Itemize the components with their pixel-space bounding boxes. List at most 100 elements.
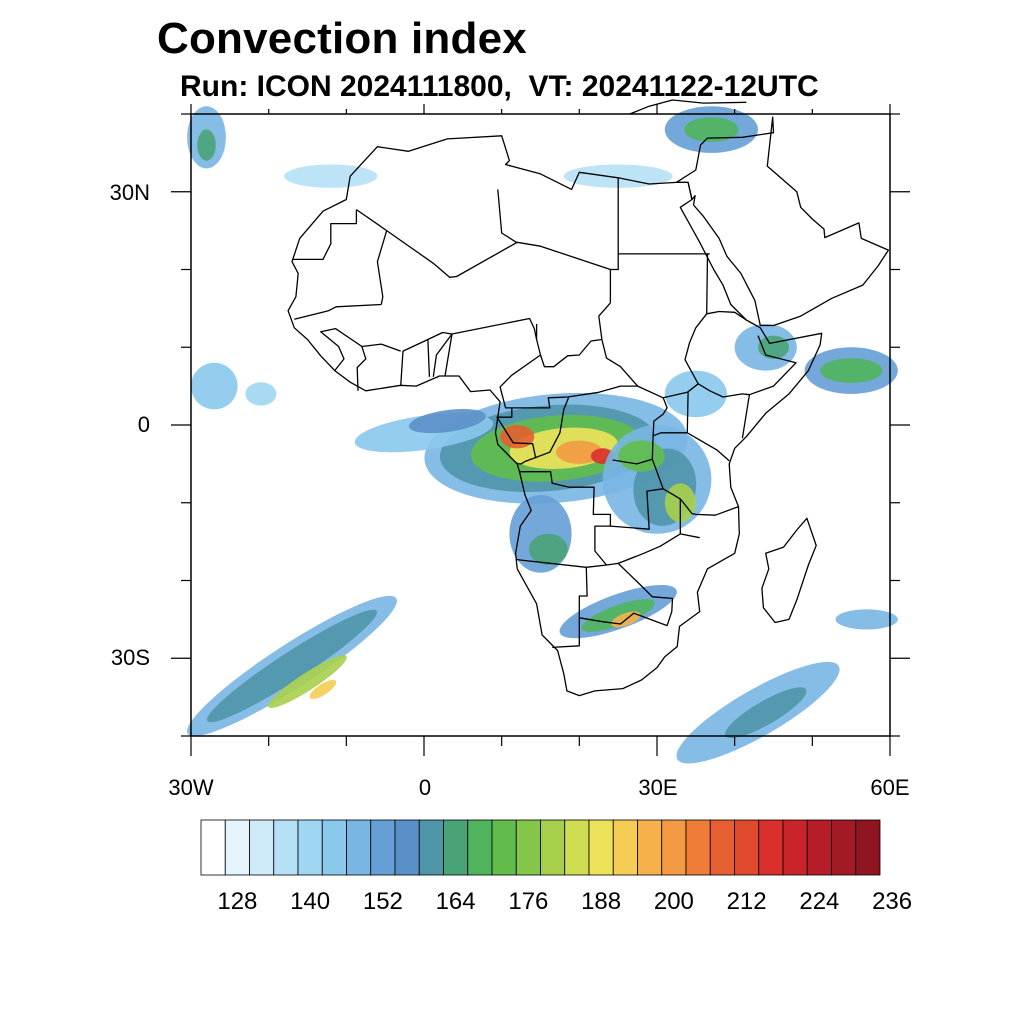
- border-line-7: [598, 253, 709, 399]
- convection-cell-5: [500, 425, 535, 449]
- colorbar-swatch-24: [782, 819, 808, 876]
- border-line-13: [496, 407, 537, 459]
- colorbar-swatch-19: [661, 819, 687, 876]
- border-line-26: [749, 335, 797, 396]
- border-line-20: [686, 432, 730, 462]
- border-line-0: [292, 209, 358, 261]
- map-frame: [171, 104, 910, 756]
- border-line-4: [497, 189, 517, 243]
- colorbar-label-224: 224: [799, 888, 840, 915]
- border-line-8: [451, 317, 602, 368]
- border-line-5: [610, 178, 619, 271]
- convection-cell-20: [268, 655, 347, 708]
- africa-coastline: [287, 135, 823, 697]
- convection-cell-24: [835, 609, 898, 630]
- colorbar-swatch-4: [297, 819, 323, 876]
- colorbar-label-200: 200: [653, 888, 694, 915]
- border-line-30: [427, 339, 431, 377]
- colorbar-swatch-18: [637, 819, 663, 876]
- convection-cell-14: [528, 533, 568, 566]
- convection-cell-34: [245, 382, 277, 406]
- border-line-29: [320, 327, 363, 372]
- border-line-3: [376, 230, 388, 305]
- lon-label-0: 0: [418, 775, 432, 800]
- colorbar-swatch-8: [394, 819, 420, 876]
- colorbar-swatch-26: [831, 819, 857, 876]
- border-line-17: [552, 562, 674, 649]
- lat-label-30s: 30S: [110, 645, 150, 670]
- colorbar-label-188: 188: [581, 888, 622, 915]
- chart-title: Convection index: [157, 14, 527, 63]
- colorbar-swatch-0: [200, 819, 226, 876]
- colorbar-swatch-12: [491, 819, 517, 876]
- convection-cell-23: [724, 687, 807, 739]
- border-line-28: [356, 343, 401, 391]
- colorbar-swatch-14: [540, 819, 566, 876]
- convection-cell-35: [664, 370, 727, 418]
- border-line-10: [499, 354, 541, 409]
- border-line-31: [432, 333, 453, 377]
- colorbar: [200, 819, 881, 876]
- colorbar-swatch-9: [418, 819, 444, 876]
- arabia-coastline: [675, 116, 890, 327]
- colorbar-swatch-21: [709, 819, 735, 876]
- convection-cell-37: [284, 164, 378, 188]
- convection-cell-33: [191, 362, 238, 410]
- colorbar-swatch-25: [806, 819, 832, 876]
- convection-cell-26: [820, 358, 883, 383]
- colorbar-label-176: 176: [508, 888, 549, 915]
- black-sea-coast: [629, 99, 747, 115]
- colorbar-swatch-22: [734, 819, 760, 876]
- colorbar-swatch-23: [758, 819, 784, 876]
- madagascar-coastline: [761, 517, 817, 624]
- border-line-18: [612, 397, 668, 465]
- colorbar-swatch-7: [370, 819, 396, 876]
- convection-cell-36: [563, 164, 673, 188]
- colorbar-label-128: 128: [217, 888, 258, 915]
- convection-cell-8: [408, 409, 486, 434]
- border-line-19: [652, 392, 689, 437]
- convection-cell-4: [556, 440, 603, 464]
- border-line-27: [400, 331, 453, 387]
- colorbar-swatch-27: [855, 819, 881, 876]
- colorbar-swatch-1: [224, 819, 250, 876]
- convection-cell-12: [618, 440, 665, 472]
- convection-fields: [187, 106, 898, 764]
- colorbar-label-164: 164: [435, 888, 476, 915]
- colorbar-swatch-6: [346, 819, 372, 876]
- convection-cell-30: [684, 117, 739, 142]
- border-line-25: [706, 310, 747, 321]
- lat-label-30n: 30N: [109, 180, 150, 205]
- colorbar-swatch-17: [612, 819, 638, 876]
- colorbar-label-152: 152: [362, 888, 403, 915]
- colorbar-swatch-16: [588, 819, 614, 876]
- lon-label-60e: 60E: [870, 775, 910, 800]
- convection-cell-19: [206, 609, 378, 723]
- border-line-2: [294, 303, 382, 320]
- colorbar-swatch-10: [443, 819, 469, 876]
- border-line-12: [517, 397, 570, 465]
- colorbar-label-212: 212: [726, 888, 767, 915]
- lon-label-30e: 30E: [638, 775, 678, 800]
- border-line-24: [697, 383, 751, 439]
- colorbar-swatch-15: [564, 819, 590, 876]
- border-line-22: [610, 488, 664, 530]
- colorbar-label-236: 236: [872, 888, 913, 915]
- coastline-border-layer: [287, 99, 890, 697]
- border-line-11: [511, 385, 638, 409]
- colorbar-swatch-11: [467, 819, 493, 876]
- colorbar-swatch-5: [321, 819, 347, 876]
- lat-label-0: 0: [137, 412, 150, 437]
- lon-label-30w: 30W: [168, 775, 214, 800]
- chart-subtitle: Run: ICON 2024111800, VT: 20241122-12UTC: [180, 70, 819, 103]
- border-line-15: [515, 558, 587, 568]
- convection-cell-16: [581, 599, 655, 632]
- colorbar-swatch-13: [515, 819, 541, 876]
- convection-cell-32: [197, 129, 216, 161]
- colorbar-swatch-2: [249, 819, 275, 876]
- border-line-16: [617, 533, 700, 565]
- border-line-1: [356, 209, 612, 303]
- colorbar-swatch-20: [685, 819, 711, 876]
- colorbar-swatch-3: [273, 819, 299, 876]
